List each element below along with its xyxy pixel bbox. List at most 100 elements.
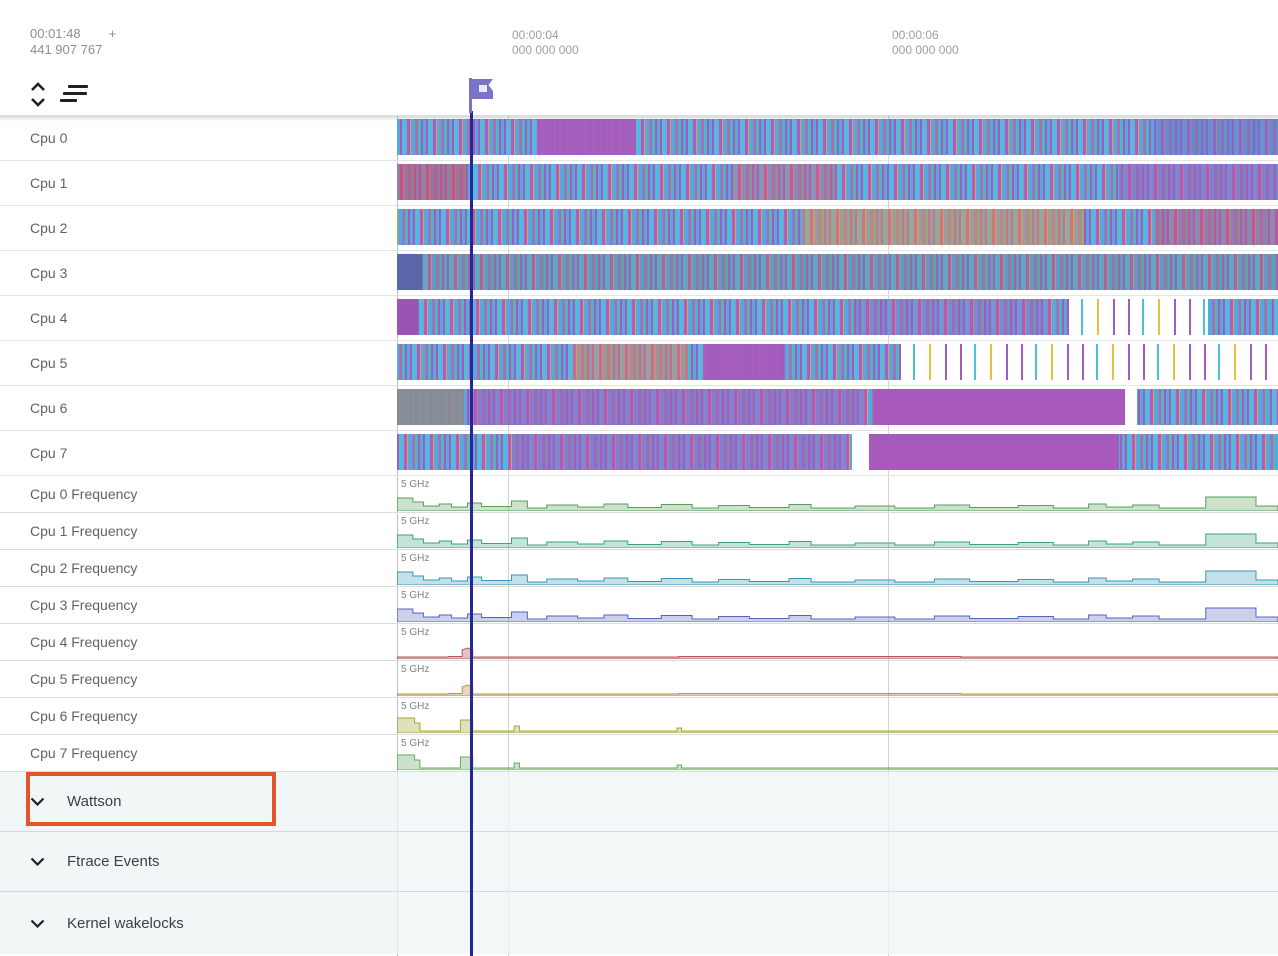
track-row-cpu0: Cpu 0 bbox=[0, 116, 1278, 161]
unfold-more-icon[interactable] bbox=[28, 80, 48, 110]
scale-label: 5 GHz bbox=[401, 479, 430, 490]
counter-chart bbox=[397, 533, 1278, 548]
track-label-text: Cpu 5 bbox=[30, 355, 68, 371]
group-header-wattson[interactable]: Wattson bbox=[0, 772, 396, 831]
group-header-kernel-wakelocks[interactable]: Kernel wakelocks bbox=[0, 892, 396, 954]
track-row-cpu6: Cpu 6 bbox=[0, 386, 1278, 431]
track-canvas-cpu0-frequency[interactable]: 5 GHz bbox=[396, 476, 1278, 512]
scale-label: 5 GHz bbox=[401, 590, 430, 601]
slice-strip bbox=[397, 209, 1278, 245]
track-canvas-cpu1-frequency[interactable]: 5 GHz bbox=[396, 513, 1278, 549]
track-label-cpu6-frequency[interactable]: Cpu 6 Frequency bbox=[0, 698, 396, 734]
track-canvas-cpu4[interactable] bbox=[396, 296, 1278, 340]
track-label-text: Cpu 4 bbox=[30, 310, 68, 326]
track-canvas-cpu6-frequency[interactable]: 5 GHz bbox=[396, 698, 1278, 734]
counter-chart bbox=[397, 607, 1278, 622]
track-row-cpu1: Cpu 1 bbox=[0, 161, 1278, 206]
time-tick-label: 00:00:04 000 000 000 bbox=[512, 28, 579, 58]
track-canvas-cpu1[interactable] bbox=[396, 161, 1278, 205]
track-label-text: Cpu 6 bbox=[30, 400, 68, 416]
time-gridline-4s bbox=[508, 30, 509, 956]
counter-chart bbox=[397, 570, 1278, 585]
slice-cluster bbox=[397, 254, 1278, 290]
track-label-cpu6[interactable]: Cpu 6 bbox=[0, 386, 396, 430]
track-label-text: Cpu 7 Frequency bbox=[30, 745, 138, 761]
slice-strip bbox=[397, 344, 1278, 380]
sort-tracks-icon[interactable] bbox=[60, 84, 92, 106]
group-track-area[interactable] bbox=[396, 892, 1278, 954]
track-label-cpu5[interactable]: Cpu 5 bbox=[0, 341, 396, 385]
track-canvas-cpu3-frequency[interactable]: 5 GHz bbox=[396, 587, 1278, 623]
track-row-cpu6-frequency: Cpu 6 Frequency 5 GHz bbox=[0, 698, 1278, 735]
track-label-cpu0-frequency[interactable]: Cpu 0 Frequency bbox=[0, 476, 396, 512]
track-row-cpu5-frequency: Cpu 5 Frequency 5 GHz bbox=[0, 661, 1278, 698]
slice-cluster bbox=[397, 164, 468, 200]
idle-gap bbox=[1124, 389, 1138, 425]
track-label-text: Cpu 7 bbox=[30, 445, 68, 461]
track-canvas-cpu7-frequency[interactable]: 5 GHz bbox=[396, 735, 1278, 771]
track-label-cpu4-frequency[interactable]: Cpu 4 Frequency bbox=[0, 624, 396, 660]
track-canvas-cpu4-frequency[interactable]: 5 GHz bbox=[396, 624, 1278, 660]
track-label-text: Cpu 1 bbox=[30, 175, 68, 191]
group-track-area[interactable] bbox=[396, 772, 1278, 831]
track-label-cpu7[interactable]: Cpu 7 bbox=[0, 431, 396, 475]
scale-label: 5 GHz bbox=[401, 516, 430, 527]
slice-strip bbox=[397, 119, 1278, 155]
track-label-cpu5-frequency[interactable]: Cpu 5 Frequency bbox=[0, 661, 396, 697]
track-canvas-cpu2-frequency[interactable]: 5 GHz bbox=[396, 550, 1278, 586]
track-row-cpu5: Cpu 5 bbox=[0, 341, 1278, 386]
flag-marker-line[interactable] bbox=[470, 111, 473, 956]
slice-strip bbox=[397, 389, 1278, 425]
group-row-ftrace-events[interactable]: Ftrace Events bbox=[0, 832, 1278, 892]
idle-gap bbox=[1066, 299, 1208, 335]
slice-cluster bbox=[731, 164, 838, 200]
track-row-cpu3: Cpu 3 bbox=[0, 251, 1278, 296]
group-track-area[interactable] bbox=[396, 832, 1278, 891]
track-label-cpu2-frequency[interactable]: Cpu 2 Frequency bbox=[0, 550, 396, 586]
track-canvas-cpu0[interactable] bbox=[396, 116, 1278, 160]
track-label-cpu7-frequency[interactable]: Cpu 7 Frequency bbox=[0, 735, 396, 771]
track-row-cpu1-frequency: Cpu 1 Frequency 5 GHz bbox=[0, 513, 1278, 550]
track-label-cpu0[interactable]: Cpu 0 bbox=[0, 116, 396, 160]
flag-icon[interactable] bbox=[468, 77, 498, 113]
group-row-kernel-wakelocks[interactable]: Kernel wakelocks bbox=[0, 892, 1278, 954]
slice-strip bbox=[397, 164, 1278, 200]
track-canvas-cpu2[interactable] bbox=[396, 206, 1278, 250]
track-row-cpu2-frequency: Cpu 2 Frequency 5 GHz bbox=[0, 550, 1278, 587]
track-label-cpu1-frequency[interactable]: Cpu 1 Frequency bbox=[0, 513, 396, 549]
slice-cluster bbox=[1119, 164, 1278, 200]
time-gridline-6s bbox=[888, 30, 889, 956]
track-canvas-cpu6[interactable] bbox=[396, 386, 1278, 430]
scale-label: 5 GHz bbox=[401, 664, 430, 675]
group-header-ftrace-events[interactable]: Ftrace Events bbox=[0, 832, 396, 891]
tick-time: 00:00:04 bbox=[512, 28, 559, 42]
slice-strip bbox=[397, 434, 1278, 470]
track-label-text: Cpu 0 Frequency bbox=[30, 486, 138, 502]
track-label-cpu4[interactable]: Cpu 4 bbox=[0, 296, 396, 340]
counter-chart bbox=[397, 647, 1278, 659]
trace-time-offset: 00:01:48 + 441 907 767 bbox=[30, 26, 116, 58]
track-label-cpu3-frequency[interactable]: Cpu 3 Frequency bbox=[0, 587, 396, 623]
slice-cluster bbox=[855, 299, 1049, 335]
track-canvas-cpu5-frequency[interactable]: 5 GHz bbox=[396, 661, 1278, 697]
slice-cluster bbox=[869, 434, 1120, 470]
track-label-text: Cpu 3 bbox=[30, 265, 68, 281]
track-row-cpu4: Cpu 4 bbox=[0, 296, 1278, 341]
slice-cluster bbox=[511, 434, 847, 470]
tick-time: 00:00:06 bbox=[892, 28, 939, 42]
track-label-cpu2[interactable]: Cpu 2 bbox=[0, 206, 396, 250]
slice-cluster bbox=[802, 209, 1085, 245]
track-label-text: Cpu 1 Frequency bbox=[30, 523, 138, 539]
track-label-cpu3[interactable]: Cpu 3 bbox=[0, 251, 396, 295]
track-canvas-cpu5[interactable] bbox=[396, 341, 1278, 385]
scale-label: 5 GHz bbox=[401, 627, 430, 638]
track-label-cpu1[interactable]: Cpu 1 bbox=[0, 161, 396, 205]
track-canvas-cpu7[interactable] bbox=[396, 431, 1278, 475]
tick-ns: 000 000 000 bbox=[512, 43, 579, 57]
slice-cluster bbox=[467, 389, 864, 425]
group-row-wattson[interactable]: Wattson bbox=[0, 772, 1278, 832]
track-label-text: Cpu 2 bbox=[30, 220, 68, 236]
idle-gap bbox=[899, 344, 1278, 380]
track-canvas-cpu3[interactable] bbox=[396, 251, 1278, 295]
